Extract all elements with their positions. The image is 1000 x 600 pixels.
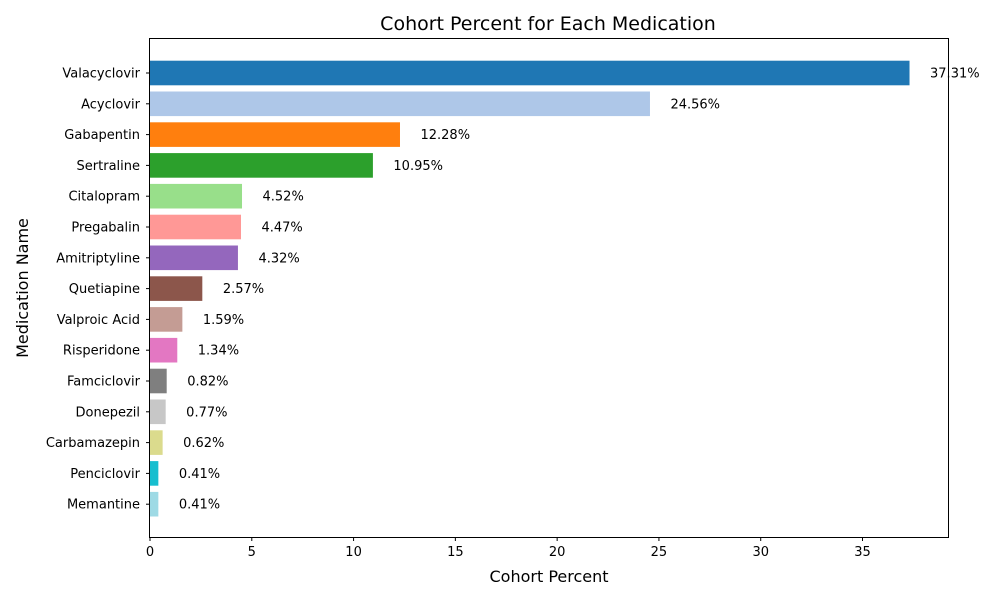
y-tick-label: Acyclovir — [81, 97, 141, 112]
bar-donepezil — [150, 399, 166, 425]
y-tick-label: Valacyclovir — [62, 67, 140, 82]
data-labels-group: 37.31% 24.56% 12.28% 10.95% 4.52% 4.47% 4.32% 2… — [179, 67, 980, 513]
plot-frame — [149, 38, 949, 538]
x-tick-label: 0 — [146, 545, 154, 560]
bars-group — [150, 60, 910, 517]
data-label: 4.52% — [263, 190, 304, 205]
data-label: 0.41% — [179, 467, 220, 482]
y-tick-label: Pregabalin — [71, 221, 140, 236]
data-label: 12.28% — [420, 128, 470, 143]
y-tick-label: Valproic Acid — [57, 313, 140, 328]
x-tick-label: 35 — [854, 545, 871, 560]
x-tick-label: 20 — [549, 545, 566, 560]
bar-quetiapine — [150, 276, 203, 301]
bar-famciclovir — [150, 368, 167, 394]
x-axis-title: Cohort Percent — [489, 567, 608, 586]
data-label: 1.59% — [203, 313, 244, 328]
y-tick-label: Famciclovir — [67, 375, 141, 390]
data-label: 2.57% — [223, 282, 264, 297]
y-tick-label: Donepezil — [76, 405, 141, 420]
x-tick-label: 15 — [447, 545, 464, 560]
data-label: 4.47% — [261, 221, 302, 236]
y-tick-label: Penciclovir — [70, 467, 140, 482]
data-label: 10.95% — [393, 159, 443, 174]
bar-citalopram — [150, 183, 243, 209]
bar-carbamazepin — [150, 430, 163, 455]
data-label: 0.62% — [183, 436, 224, 451]
x-tick-label: 5 — [248, 545, 256, 560]
data-label: 1.34% — [198, 344, 239, 359]
data-label: 0.41% — [179, 498, 220, 513]
y-tick-label: Risperidone — [63, 344, 140, 359]
y-tick-label: Memantine — [67, 498, 140, 513]
x-tick-label: 30 — [752, 545, 769, 560]
bar-valacyclovir — [150, 60, 910, 86]
data-label: 24.56% — [670, 97, 720, 112]
chart-title: Cohort Percent for Each Medication — [380, 13, 716, 35]
bar-penciclovir — [150, 461, 159, 486]
x-tick-label: 10 — [345, 545, 362, 560]
data-label: 0.77% — [186, 405, 227, 420]
bar-pregabalin — [150, 214, 241, 240]
data-label: 37.31% — [930, 67, 980, 82]
data-label: 0.82% — [187, 375, 228, 390]
x-axis: 0 5 10 15 20 25 30 35 — [146, 537, 871, 560]
bar-sertraline — [150, 153, 373, 178]
bar-acyclovir — [150, 91, 650, 117]
y-tick-label: Gabapentin — [64, 128, 140, 143]
y-tick-label: Sertraline — [77, 159, 140, 174]
y-axis-title: Medication Name — [13, 218, 32, 358]
y-tick-label: Carbamazepin — [46, 436, 140, 451]
y-tick-label: Quetiapine — [69, 282, 140, 297]
y-axis: Valacyclovir Acyclovir Gabapentin Sertralin… — [46, 67, 150, 513]
bar-gabapentin — [150, 122, 400, 147]
bar-risperidone — [150, 337, 178, 363]
bar-memantine — [150, 491, 159, 517]
bar-valproic-acid — [150, 307, 183, 332]
x-tick-label: 25 — [651, 545, 668, 560]
data-label: 4.32% — [258, 251, 299, 266]
bar-amitriptyline — [150, 245, 238, 271]
y-tick-label: Citalopram — [68, 190, 140, 205]
y-tick-label: Amitriptyline — [56, 251, 140, 266]
